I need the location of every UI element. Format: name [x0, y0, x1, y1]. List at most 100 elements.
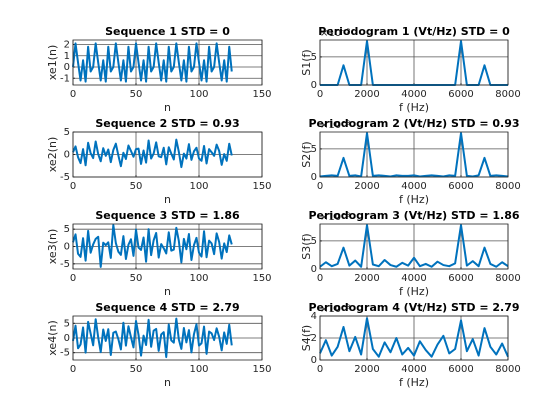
- y-tick-label: 1: [64, 51, 70, 62]
- x-tick-label: 2000: [354, 364, 379, 375]
- y-tick-label: 0: [64, 333, 70, 344]
- y-tick-label: -5: [60, 172, 70, 183]
- x-tick-label: 100: [189, 364, 208, 375]
- y-exponent: ×10⁻³: [320, 28, 350, 39]
- x-tick-label: 150: [252, 89, 271, 100]
- y-tick-label: 4: [311, 311, 317, 322]
- data-line: [319, 224, 509, 268]
- y-exponent: ×10⁻³: [320, 212, 350, 223]
- data-line: [72, 138, 233, 169]
- y-tick-label: 0: [311, 355, 317, 366]
- x-tick-label: 0: [70, 181, 76, 192]
- axes-title: Periodogram 1 (Vt/Hz) STD = 0: [318, 25, 510, 38]
- x-tick-label: 6000: [448, 181, 473, 192]
- x-tick-label: 8000: [495, 89, 520, 100]
- x-tick-label: 0: [317, 181, 323, 192]
- axes-box: [72, 315, 263, 361]
- x-tick-label: 0: [70, 89, 76, 100]
- y-tick-label: 2: [64, 40, 70, 51]
- y-tick-label: 0: [311, 80, 317, 91]
- x-tick-label: 6000: [448, 273, 473, 284]
- y-axis-label: xe4(n): [46, 320, 59, 356]
- x-tick-label: 6000: [448, 89, 473, 100]
- x-axis-label: f (Hz): [399, 101, 429, 114]
- axes-title: Periodogram 4 (Vt/Hz) STD = 2.79: [308, 301, 519, 314]
- y-tick-label: 2: [311, 333, 317, 344]
- y-axis-label: S1(f): [300, 49, 313, 75]
- x-tick-label: 2000: [354, 89, 379, 100]
- y-axis-label: S2(f): [300, 141, 313, 167]
- y-axis-label: S4(f): [300, 325, 313, 351]
- axes-box: [319, 131, 509, 178]
- y-tick-label: -5: [60, 259, 70, 270]
- y-tick-label: 0: [64, 242, 70, 253]
- x-tick-label: 4000: [401, 273, 426, 284]
- x-tick-label: 150: [252, 273, 271, 284]
- y-axis-label: S3(f): [300, 233, 313, 259]
- x-axis-label: f (Hz): [399, 193, 429, 206]
- axes-box: [72, 39, 263, 86]
- x-axis-label: n: [164, 285, 171, 298]
- x-tick-label: 50: [130, 89, 143, 100]
- axes-box: [319, 39, 509, 86]
- x-tick-label: 8000: [495, 273, 520, 284]
- x-tick-label: 8000: [495, 364, 520, 375]
- x-tick-label: 4000: [401, 181, 426, 192]
- data-line: [319, 132, 509, 178]
- y-tick-label: 5: [64, 224, 70, 235]
- data-line: [319, 317, 509, 358]
- x-tick-label: 150: [252, 181, 271, 192]
- x-tick-label: 6000: [448, 364, 473, 375]
- axes-title: Sequence 2 STD = 0.93: [95, 117, 239, 130]
- x-tick-label: 2000: [354, 273, 379, 284]
- x-tick-label: 8000: [495, 181, 520, 192]
- data-line: [72, 42, 233, 83]
- axes-title: Sequence 4 STD = 2.79: [95, 301, 239, 314]
- axes-title: Sequence 3 STD = 1.86: [95, 209, 240, 222]
- axes-box: [72, 131, 263, 178]
- x-axis-label: f (Hz): [399, 376, 429, 389]
- x-tick-label: 50: [130, 273, 143, 284]
- axes-box: [319, 315, 509, 361]
- x-tick-label: 100: [189, 181, 208, 192]
- x-tick-label: 50: [130, 364, 143, 375]
- axes-title: Periodogram 2 (Vt/Hz) STD = 0.93: [308, 117, 519, 130]
- x-tick-label: 0: [317, 273, 323, 284]
- y-axis-label: xe1(n): [46, 45, 59, 81]
- axes-title: Sequence 1 STD = 0: [105, 25, 230, 38]
- x-tick-label: 150: [252, 364, 271, 375]
- x-tick-label: 50: [130, 181, 143, 192]
- y-tick-label: 0: [64, 62, 70, 73]
- y-axis-label: xe2(n): [46, 137, 59, 173]
- x-tick-label: 100: [189, 89, 208, 100]
- y-exponent: ×10⁻³: [320, 120, 350, 131]
- x-tick-label: 0: [317, 89, 323, 100]
- data-line: [72, 317, 233, 359]
- y-tick-label: -5: [60, 348, 70, 359]
- y-tick-label: 5: [311, 52, 317, 63]
- axes-box: [72, 223, 263, 270]
- data-line: [72, 224, 233, 268]
- y-tick-label: 5: [64, 318, 70, 329]
- x-tick-label: 2000: [354, 181, 379, 192]
- x-tick-label: 0: [70, 364, 76, 375]
- y-tick-label: 5: [64, 127, 70, 138]
- y-tick-label: 5: [311, 144, 317, 155]
- y-axis-label: xe3(n): [46, 229, 59, 265]
- x-tick-label: 4000: [401, 89, 426, 100]
- y-tick-label: 0: [311, 264, 317, 275]
- y-tick-label: 0: [311, 172, 317, 183]
- y-tick-label: -1: [60, 73, 70, 84]
- x-axis-label: n: [164, 101, 171, 114]
- y-exponent: ×10⁻³: [320, 304, 350, 315]
- x-tick-label: 100: [189, 273, 208, 284]
- axes-title: Periodogram 3 (Vt/Hz) STD = 1.86: [308, 209, 519, 222]
- axes-box: [319, 223, 509, 270]
- x-axis-label: n: [164, 376, 171, 389]
- x-tick-label: 0: [317, 364, 323, 375]
- x-tick-label: 4000: [401, 364, 426, 375]
- y-tick-label: 5: [311, 236, 317, 247]
- x-tick-label: 0: [70, 273, 76, 284]
- x-axis-label: f (Hz): [399, 285, 429, 298]
